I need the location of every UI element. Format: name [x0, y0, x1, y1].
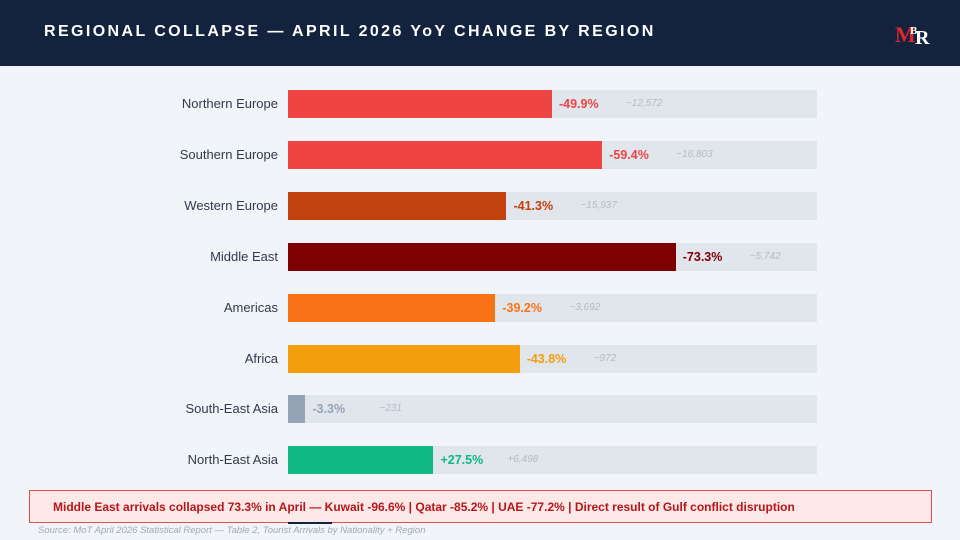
callout-box: Middle East arrivals collapsed 73.3% in …: [29, 490, 932, 523]
page-title: REGIONAL COLLAPSE — APRIL 2026 YoY CHANG…: [44, 23, 656, 40]
svg-text:B: B: [910, 25, 918, 37]
value-label: -59.4%: [609, 147, 649, 162]
value-label: -49.9%: [558, 97, 599, 111]
bar: [288, 446, 434, 475]
bar: [288, 140, 603, 169]
value-label: -43.8%: [526, 351, 567, 366]
value-label: -41.3%: [513, 198, 554, 213]
absolute-change-label: −15,937: [580, 199, 617, 211]
absolute-change-label: −972: [593, 352, 617, 364]
value-label: +27.5%: [440, 453, 484, 468]
bar: [288, 395, 306, 424]
category-label: Africa: [244, 350, 278, 366]
category-label: Southern Europe: [179, 146, 278, 162]
regional-yoy-bar-chart: Northern Europe -49.9% −12,572 Southern Eur…: [0, 66, 960, 540]
category-label: Northern Europe: [181, 96, 278, 111]
svg-text:R: R: [915, 27, 930, 48]
svg-text:M: M: [895, 22, 916, 47]
bar: [288, 191, 507, 220]
absolute-change-label: −12,572: [625, 98, 663, 109]
absolute-change-label: −231: [379, 403, 402, 415]
header-bar: REGIONAL COLLAPSE — APRIL 2026 YoY CHANG…: [0, 0, 960, 66]
bar: [288, 242, 676, 271]
callout-text: Middle East arrivals collapsed 73.3% in …: [53, 500, 795, 514]
mbr-logo-icon: M R B: [895, 22, 930, 48]
source-note: Source: MoT April 2026 Statistical Repor…: [38, 525, 426, 536]
category-label: Middle East: [210, 248, 278, 264]
absolute-change-label: −3,692: [569, 301, 601, 313]
bar: [288, 344, 520, 373]
value-label: -73.3%: [682, 249, 723, 264]
bar: [288, 90, 552, 118]
divider: [288, 522, 332, 524]
category-label: Americas: [223, 299, 278, 315]
value-label: -3.3%: [312, 402, 346, 417]
absolute-change-label: −5,742: [749, 250, 781, 262]
bar: [288, 293, 496, 322]
absolute-change-label: −16,803: [676, 148, 713, 160]
absolute-change-label: +6,498: [507, 454, 539, 466]
category-label: North-East Asia: [187, 452, 278, 468]
category-label: South-East Asia: [185, 401, 279, 417]
bar-track: [288, 395, 817, 424]
category-label: Western Europe: [184, 197, 278, 213]
value-label: -39.2%: [502, 300, 542, 315]
